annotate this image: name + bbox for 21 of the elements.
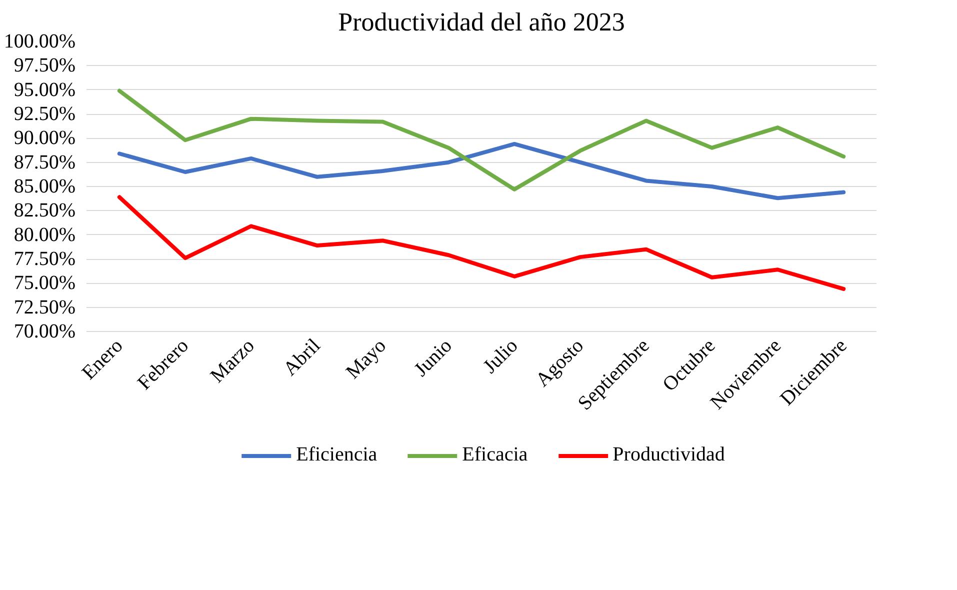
- y-tick-label: 97.50%: [14, 54, 76, 77]
- y-tick-label: 100.00%: [4, 30, 76, 52]
- y-tick-label: 75.00%: [14, 272, 76, 294]
- y-tick-label: 70.00%: [14, 320, 76, 342]
- y-tick-label: 95.00%: [14, 78, 76, 101]
- legend-label: Eficacia: [462, 444, 528, 466]
- line-series: [117, 195, 846, 291]
- y-tick-label: 77.50%: [14, 248, 76, 270]
- y-tick-label: 80.00%: [14, 224, 76, 246]
- y-tick-label: 90.00%: [14, 127, 76, 150]
- legend-label: Productividad: [612, 444, 725, 466]
- y-tick-label: 87.50%: [14, 151, 76, 174]
- line-series: [117, 142, 846, 200]
- y-tick-label: 72.50%: [14, 296, 76, 318]
- y-tick-label: 85.00%: [14, 176, 76, 198]
- chart-title: Productividad del año 2023: [338, 8, 625, 36]
- y-tick-label: 92.50%: [14, 103, 76, 125]
- legend-label: Eficiencia: [296, 444, 378, 466]
- y-tick-label: 82.50%: [14, 200, 76, 222]
- line-series: [117, 88, 846, 192]
- x-tick-label: Julio: [479, 334, 522, 378]
